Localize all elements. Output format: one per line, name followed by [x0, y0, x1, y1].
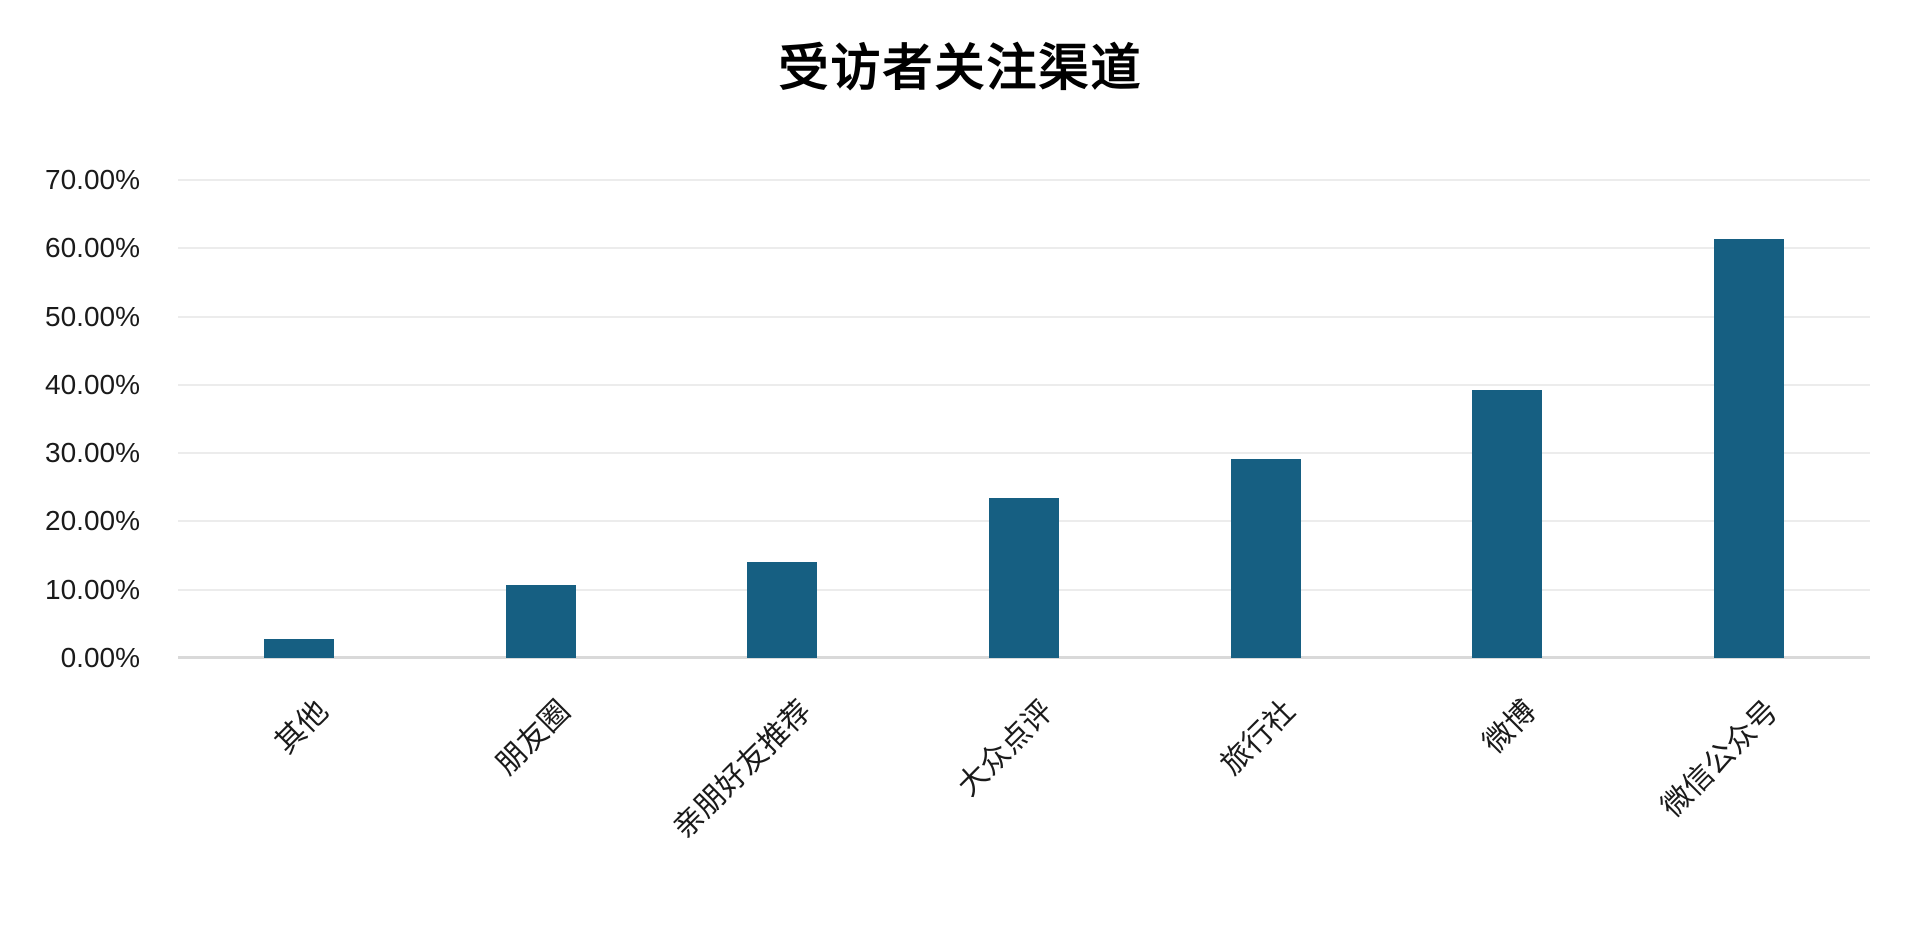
y-tick-label: 50.00%: [45, 300, 140, 332]
y-tick-label: 20.00%: [45, 505, 140, 537]
bar-3: [747, 562, 818, 658]
x-category-label: 大众点评: [951, 694, 1060, 803]
x-category-label: 微信公众号: [1655, 694, 1785, 824]
x-category-label: 微博: [1477, 694, 1544, 761]
bar-6: [1472, 389, 1543, 658]
y-tick-label: 60.00%: [45, 232, 140, 264]
y-tick-label: 0.00%: [60, 642, 140, 673]
x-category-label: 旅行社: [1214, 694, 1302, 782]
gridline: [178, 247, 1870, 250]
x-category-label: 朋友圈: [489, 694, 577, 782]
bar-4: [989, 497, 1059, 658]
x-category-label: 亲朋好友推荐: [667, 694, 818, 845]
bar-5: [1230, 459, 1301, 658]
y-tick-label: 30.00%: [45, 437, 140, 469]
y-axis: 0.00% 10.00% 20.00% 30.00% 40.00% 50.00% 60.00…: [0, 164, 140, 673]
gridline: [178, 315, 1870, 318]
bar-1: [263, 638, 334, 658]
x-category-label: 其他: [268, 694, 335, 761]
gridline: [178, 383, 1870, 386]
y-tick-label: 10.00%: [45, 573, 140, 605]
gridline: [178, 179, 1870, 181]
bar-7: [1714, 239, 1785, 658]
plot-area: [178, 179, 1870, 659]
x-axis: 其他 朋友圈 亲朋好友推荐 大众点评 旅行社 微博 微信公众号: [178, 658, 1870, 926]
y-tick-label: 40.00%: [45, 368, 140, 400]
gridline: [178, 452, 1870, 455]
chart-title: 受访者关注渠道: [778, 40, 1143, 96]
bar-2: [505, 584, 576, 658]
y-tick-label: 70.00%: [45, 164, 140, 195]
